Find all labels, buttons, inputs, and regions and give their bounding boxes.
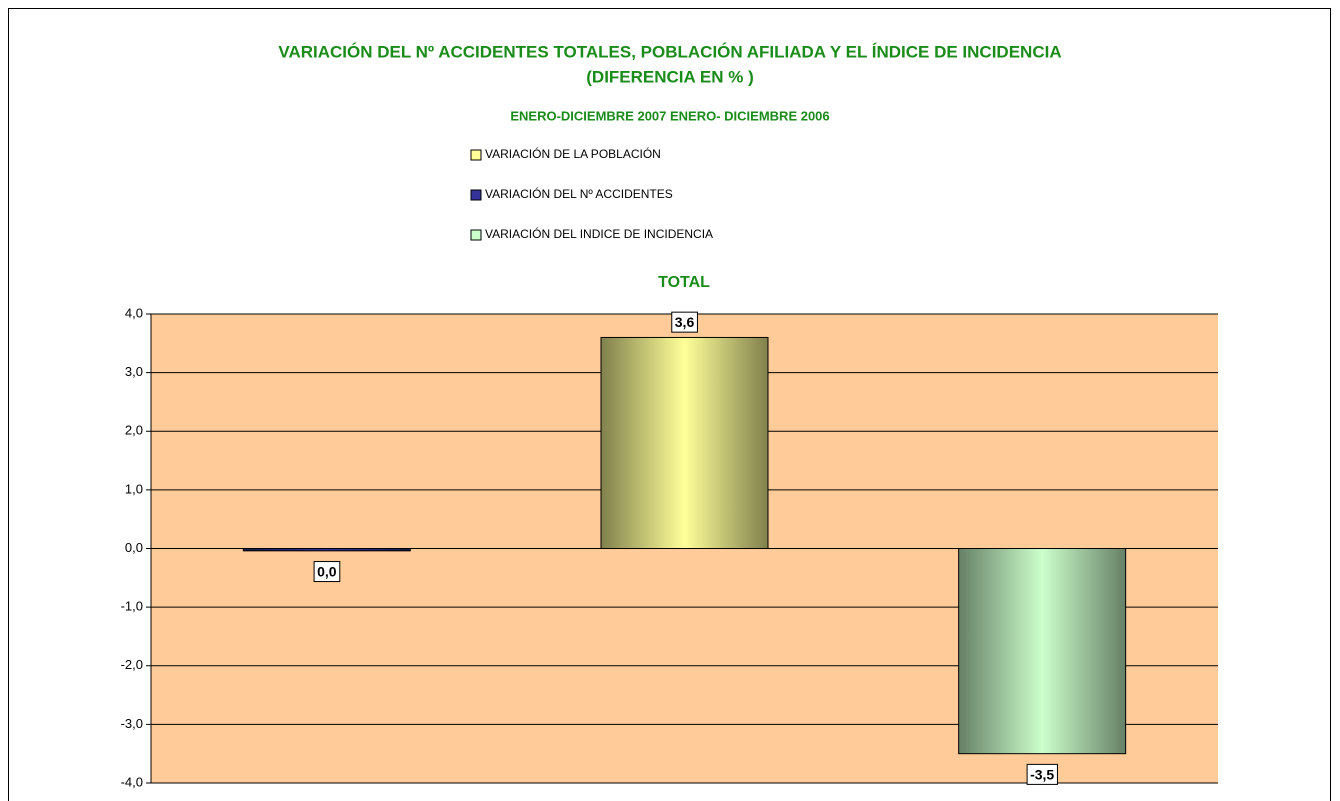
y-tick-label: -2,0 — [121, 657, 143, 672]
chart-title: VARIACIÓN DEL Nº ACCIDENTES TOTALES, POB… — [278, 42, 1061, 61]
chart-title: (DIFERENCIA EN % ) — [586, 67, 754, 86]
plot-title: TOTAL — [658, 274, 710, 291]
legend-swatch — [470, 149, 482, 161]
legend-swatch — [470, 229, 482, 241]
bar — [600, 336, 769, 550]
value-label-box — [1026, 763, 1058, 785]
y-tick-label: 1,0 — [125, 481, 143, 496]
y-tick-label: 2,0 — [125, 423, 143, 438]
value-label-box — [671, 311, 698, 333]
y-tick-label: -3,0 — [121, 716, 143, 731]
bar — [958, 548, 1127, 755]
y-tick-label: -1,0 — [121, 599, 143, 614]
chart-subtitle: ENERO-DICIEMBRE 2007 ENERO- DICIEMBRE 20… — [510, 108, 829, 123]
legend-swatch — [470, 189, 482, 201]
value-label-box — [313, 561, 341, 583]
value-label: 0,0 — [317, 564, 337, 580]
y-tick-label: 3,0 — [125, 364, 143, 379]
legend-label: VARIACIÓN DEL Nº ACCIDENTES — [485, 186, 673, 201]
value-label: -3,5 — [1030, 766, 1054, 782]
y-tick-label: 4,0 — [125, 305, 143, 320]
legend-label: VARIACIÓN DEL INDICE DE INCIDENCIA — [485, 226, 713, 241]
legend-label: VARIACIÓN DE LA POBLACIÓN — [485, 146, 661, 161]
value-label: 3,6 — [675, 314, 695, 330]
bar — [242, 548, 411, 552]
y-tick-label: 0,0 — [125, 540, 143, 555]
y-tick-label: -4,0 — [121, 774, 143, 789]
